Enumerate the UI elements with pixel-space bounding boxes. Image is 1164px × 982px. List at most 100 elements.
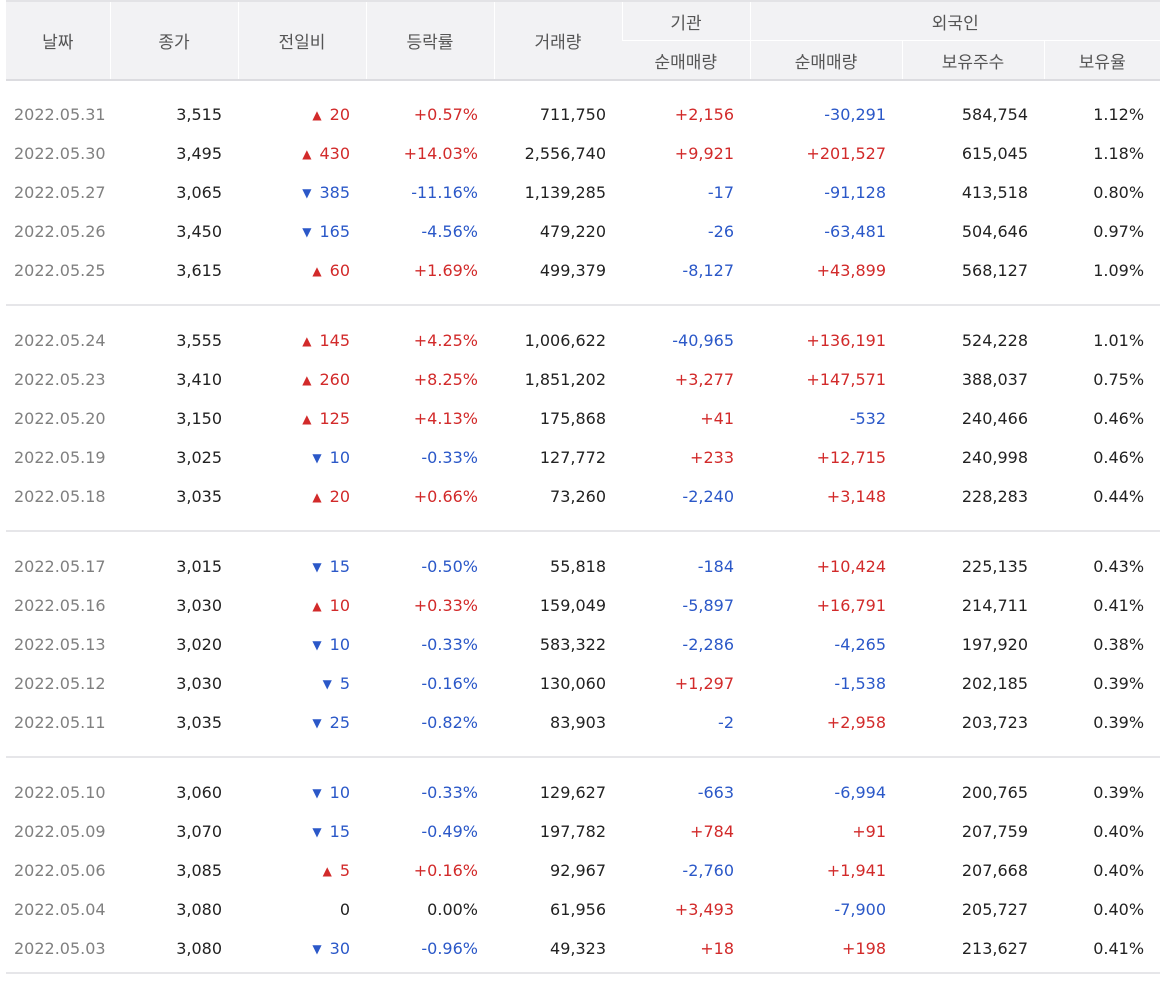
foreign-holdings-cell: 207,668 <box>961 861 1028 880</box>
triangle-down-icon: ▼ <box>302 225 312 239</box>
foreign-ratio-cell: 0.46% <box>1093 448 1145 467</box>
foreign-net-cell: +91 <box>852 822 886 841</box>
inst-net-cell: +1,297 <box>674 674 734 693</box>
foreign-ratio-cell: 0.43% <box>1093 557 1145 576</box>
triangle-down-icon: ▼ <box>312 786 322 800</box>
volume-cell: 2,556,740 <box>524 144 606 163</box>
foreign-net-cell: -1,538 <box>834 674 886 693</box>
group-spacer <box>6 80 1160 95</box>
table-body: 2022.05.31 3,515 ▲ 20 +0.57% 711,750 +2,156 -30… <box>6 80 1161 982</box>
triangle-up-icon: ▲ <box>312 264 322 278</box>
header-foreign: 외국인 <box>749 0 1161 41</box>
triangle-down-icon: ▼ <box>312 451 322 465</box>
date-cell: 2022.05.04 <box>14 900 106 919</box>
close-cell: 3,515 <box>176 105 222 124</box>
date-cell: 2022.05.31 <box>14 105 106 124</box>
foreign-net-cell: +136,191 <box>806 331 886 350</box>
close-cell: 3,150 <box>176 409 222 428</box>
change-value: 30 <box>329 939 350 958</box>
date-cell: 2022.05.12 <box>14 674 106 693</box>
triangle-down-icon: ▼ <box>322 677 332 691</box>
foreign-ratio-cell: 0.46% <box>1093 409 1145 428</box>
foreign-ratio-cell: 0.39% <box>1093 713 1145 732</box>
date-cell: 2022.05.25 <box>14 261 106 280</box>
header-rate: 등락률 <box>365 0 494 81</box>
foreign-net-cell: +43,899 <box>816 261 886 280</box>
foreign-ratio-cell: 0.80% <box>1093 183 1145 202</box>
inst-net-cell: -5,897 <box>682 596 734 615</box>
change-cell: ▼ 15 <box>238 812 366 851</box>
group-spacer <box>6 759 1160 773</box>
table-row: 2022.05.30 3,495 ▲ 430 +14.03% 2,556,740 +9,92… <box>6 134 1160 173</box>
table-row: 2022.05.04 3,080 0 0.00% 61,956 +3,493 -7,900 2… <box>6 890 1160 929</box>
triangle-down-icon: ▼ <box>312 716 322 730</box>
foreign-net-cell: +147,571 <box>806 370 886 389</box>
foreign-holdings-cell: 228,283 <box>961 487 1028 506</box>
close-cell: 3,065 <box>176 183 222 202</box>
rate-cell: -4.56% <box>421 222 478 241</box>
change-value: 0 <box>339 900 350 919</box>
rate-cell: +8.25% <box>413 370 478 389</box>
date-cell: 2022.05.26 <box>14 222 106 241</box>
close-cell: 3,080 <box>176 939 222 958</box>
foreign-holdings-cell: 200,765 <box>961 783 1028 802</box>
change-cell: ▼ 10 <box>238 773 366 812</box>
foreign-net-cell: +2,958 <box>826 713 886 732</box>
close-cell: 3,410 <box>176 370 222 389</box>
rate-cell: -0.33% <box>421 783 478 802</box>
rate-cell: -0.33% <box>421 635 478 654</box>
change-cell: ▼ 165 <box>238 212 366 251</box>
group-divider <box>6 756 1161 759</box>
change-value: 5 <box>339 674 350 693</box>
table-row: 2022.05.17 3,015 ▼ 15 -0.50% 55,818 -184 +10,42… <box>6 547 1160 586</box>
rate-cell: +14.03% <box>403 144 478 163</box>
foreign-holdings-cell: 205,727 <box>961 900 1028 919</box>
inst-net-cell: +9,921 <box>674 144 734 163</box>
foreign-ratio-cell: 0.41% <box>1093 939 1145 958</box>
close-cell: 3,035 <box>176 487 222 506</box>
change-value: 10 <box>329 448 350 467</box>
table-row: 2022.05.11 3,035 ▼ 25 -0.82% 83,903 -2 +2,958 20… <box>6 703 1160 742</box>
group-spacer <box>6 533 1160 547</box>
group-spacer <box>6 307 1160 321</box>
date-cell: 2022.05.23 <box>14 370 106 389</box>
foreign-net-cell: -7,900 <box>834 900 886 919</box>
change-cell: ▼ 30 <box>238 929 366 968</box>
date-cell: 2022.05.16 <box>14 596 106 615</box>
change-cell: ▼ 15 <box>238 547 366 586</box>
foreign-ratio-cell: 0.40% <box>1093 822 1145 841</box>
change-value: 15 <box>329 557 350 576</box>
change-cell: ▲ 60 <box>238 251 366 290</box>
date-cell: 2022.05.10 <box>14 783 106 802</box>
foreign-ratio-cell: 0.40% <box>1093 900 1145 919</box>
date-cell: 2022.05.20 <box>14 409 106 428</box>
table-header: 날짜 종가 전일비 등락률 거래량 기관 외국인 순매매량 순매매량 보유주수 … <box>6 0 1161 81</box>
table-row: 2022.05.16 3,030 ▲ 10 +0.33% 159,049 -5,897 +16… <box>6 586 1160 625</box>
date-cell: 2022.05.18 <box>14 487 106 506</box>
foreign-ratio-cell: 1.09% <box>1093 261 1145 280</box>
foreign-ratio-cell: 0.44% <box>1093 487 1145 506</box>
table-row: 2022.05.13 3,020 ▼ 10 -0.33% 583,322 -2,286 -4,… <box>6 625 1160 664</box>
change-value: 20 <box>329 487 350 506</box>
rate-cell: -0.49% <box>421 822 478 841</box>
triangle-down-icon: ▼ <box>302 186 312 200</box>
change-cell: ▲ 5 <box>238 851 366 890</box>
foreign-ratio-cell: 1.18% <box>1093 144 1145 163</box>
inst-net-cell: -2,760 <box>682 861 734 880</box>
close-cell: 3,020 <box>176 635 222 654</box>
foreign-holdings-cell: 197,920 <box>961 635 1028 654</box>
change-cell: ▼ 385 <box>238 173 366 212</box>
inst-net-cell: +41 <box>700 409 734 428</box>
rate-cell: -0.16% <box>421 674 478 693</box>
rate-cell: +0.33% <box>413 596 478 615</box>
change-cell: ▲ 145 <box>238 321 366 360</box>
rate-cell: 0.00% <box>427 900 478 919</box>
header-volume: 거래량 <box>493 0 622 81</box>
group-spacer <box>6 968 1160 982</box>
volume-cell: 49,323 <box>550 939 606 958</box>
table-row: 2022.05.25 3,615 ▲ 60 +1.69% 499,379 -8,127 +43… <box>6 251 1160 290</box>
close-cell: 3,080 <box>176 900 222 919</box>
group-spacer <box>6 290 1160 305</box>
rate-cell: -0.96% <box>421 939 478 958</box>
change-cell: ▲ 20 <box>238 95 366 134</box>
